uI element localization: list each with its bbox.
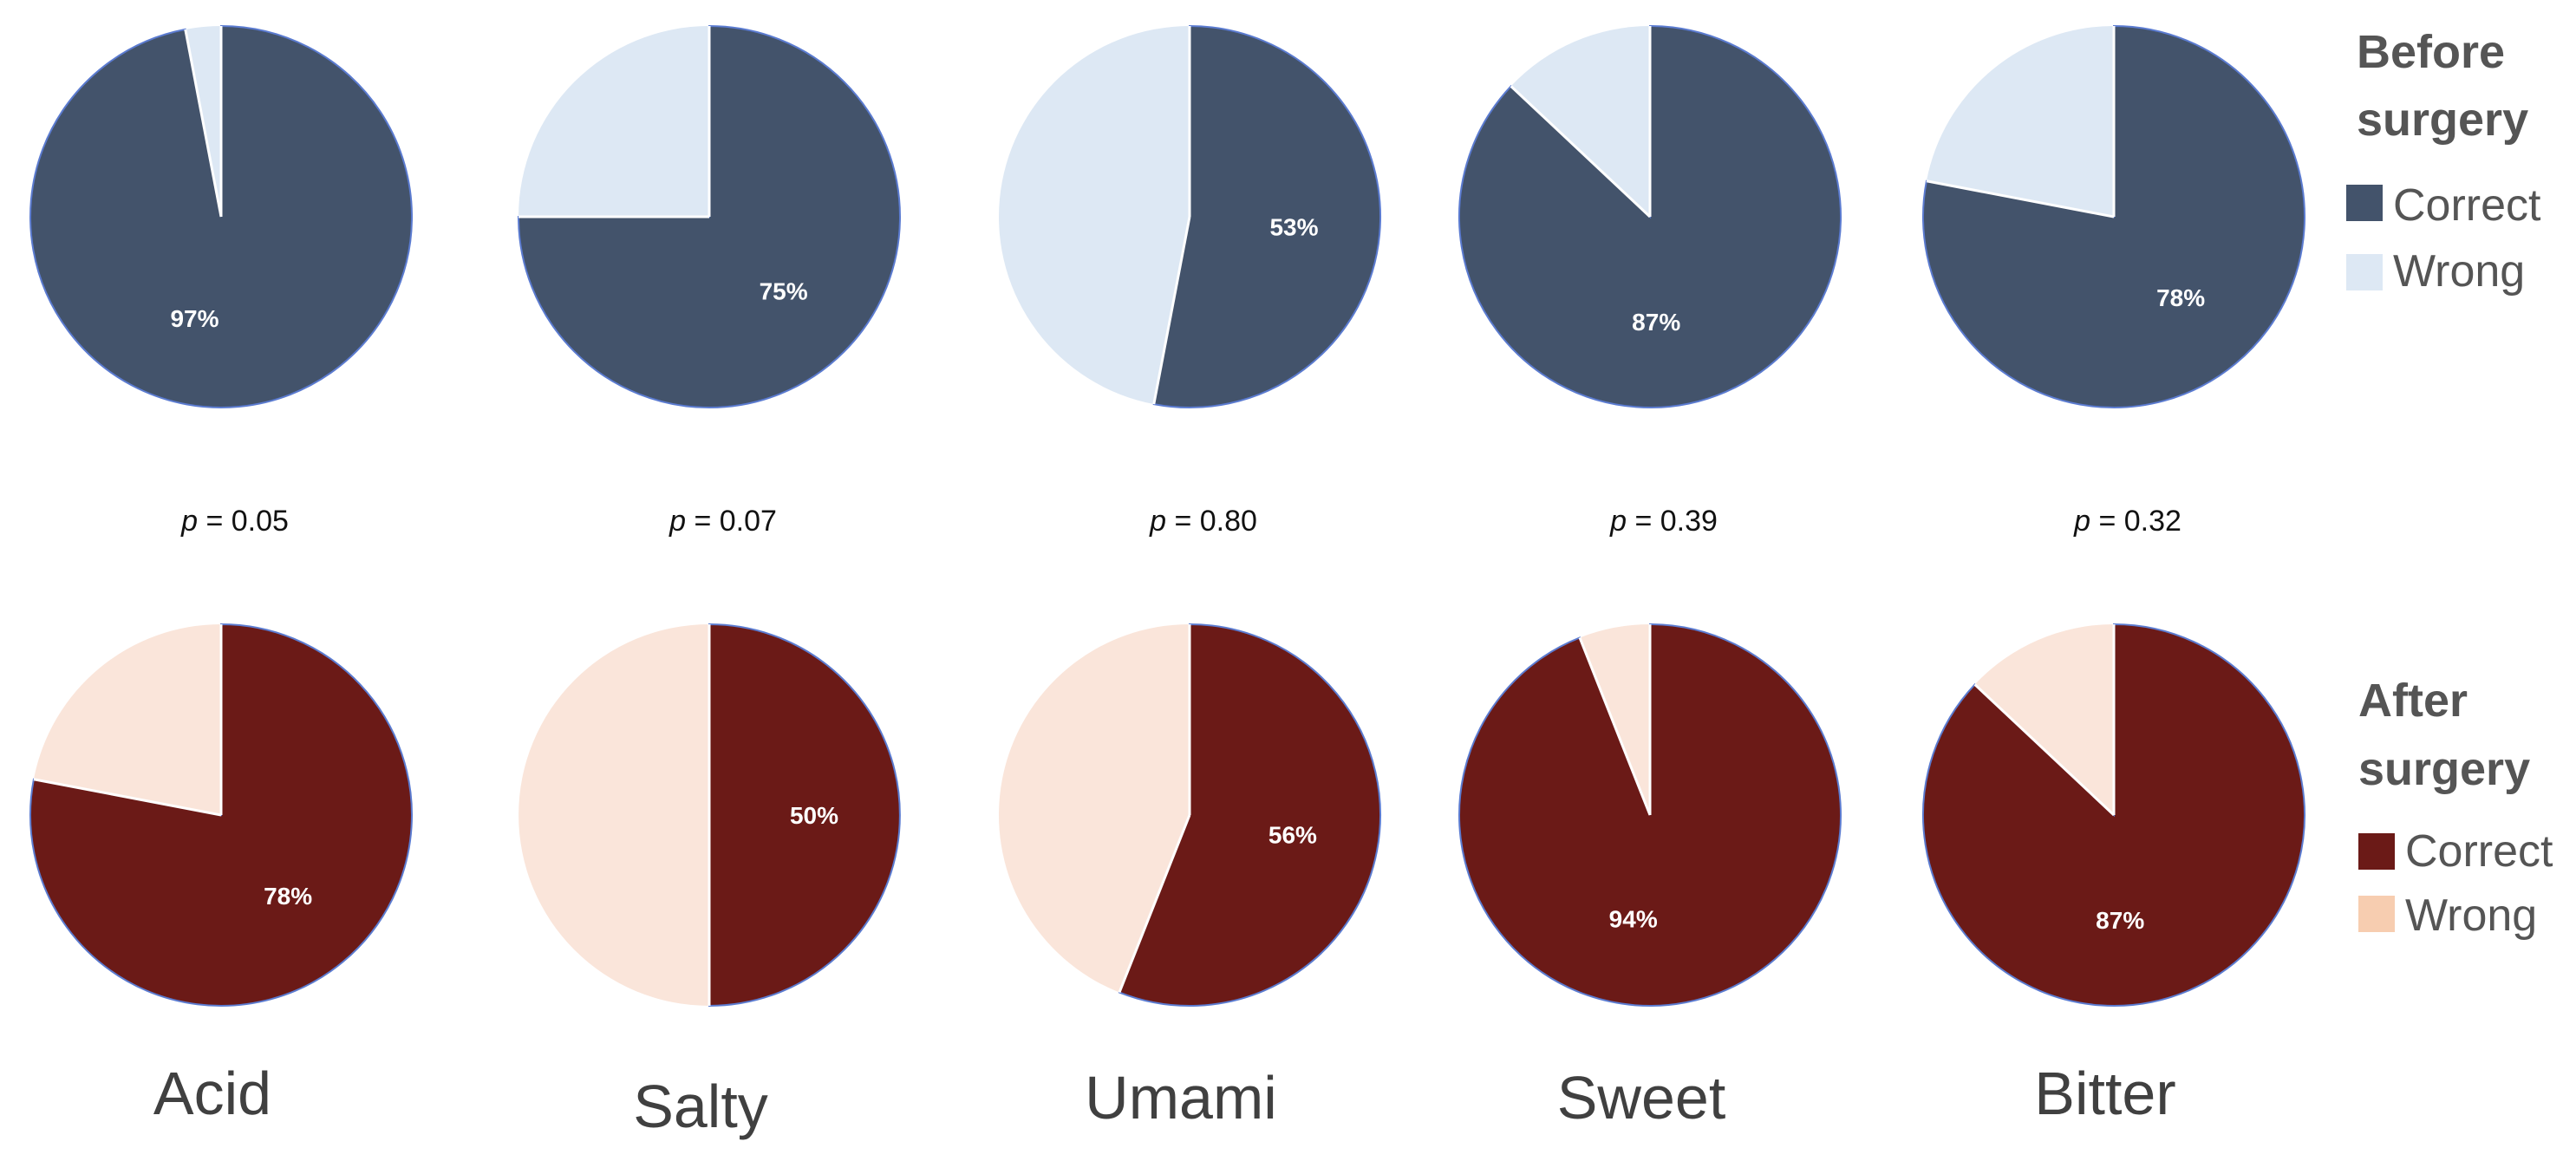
after-umami-wrong-slice xyxy=(998,624,1190,993)
legend-before-correct-label: Correct xyxy=(2393,180,2541,231)
after-acid-slice-divider-end xyxy=(33,778,222,817)
taste-label-sweet: Sweet xyxy=(1557,1064,1726,1132)
p-value-labels: p = 0.05 p = 0.07 p = 0.80 p = 0.39 p = 0.32 xyxy=(180,505,2181,538)
legend-before-wrong-label: Wrong xyxy=(2393,246,2525,297)
after-salty-wrong-slice xyxy=(518,624,709,1006)
before-salty-wrong-slice xyxy=(518,26,709,217)
before-umami-correct-slice xyxy=(1152,24,1381,408)
before-umami-wrong-slice xyxy=(999,26,1190,405)
before-acid-percent-label: 97% xyxy=(170,305,218,332)
before-bitter-slice-divider-end xyxy=(1926,179,2115,219)
legend-before-correct-swatch xyxy=(2346,185,2383,221)
p-value-umami: p = 0.80 xyxy=(1149,505,1257,538)
after-acid-wrong-slice xyxy=(33,624,222,815)
legend-after-correct-swatch xyxy=(2358,833,2395,870)
before-umami-percent-label: 53% xyxy=(1269,213,1318,240)
before-acid-slice-divider-end xyxy=(184,29,223,218)
legend-after-title-line1: After xyxy=(2358,675,2468,727)
p-value-acid: p = 0.05 xyxy=(180,505,289,538)
legend-after-correct-label: Correct xyxy=(2405,826,2553,877)
legend-before: Before surgery Correct Wrong xyxy=(2346,26,2541,297)
after-bitter-percent-label: 87% xyxy=(2096,907,2144,934)
legend-before-title-line2: surgery xyxy=(2357,94,2528,146)
before-bitter-percent-label: 78% xyxy=(2156,284,2205,311)
legend-after-wrong-label: Wrong xyxy=(2405,890,2537,941)
before-sweet-percent-label: 87% xyxy=(1632,309,1680,336)
after-acid-percent-label: 78% xyxy=(264,883,312,910)
after-bitter-wrong-slice xyxy=(1974,623,2114,815)
before-umami-slice-divider-end xyxy=(1152,216,1191,405)
taste-category-labels: Acid Salty Umami Sweet Bitter xyxy=(153,1060,2176,1140)
p-value-bitter: p = 0.32 xyxy=(2073,505,2181,538)
after-umami-slice-divider-end xyxy=(1118,814,1191,994)
after-salty-percent-label: 50% xyxy=(790,802,838,829)
legend-after-title-line2: surgery xyxy=(2358,743,2530,795)
taste-label-bitter: Bitter xyxy=(2034,1060,2175,1127)
legend-before-title-line1: Before xyxy=(2357,26,2505,78)
after-umami-correct-slice xyxy=(1118,623,1381,1007)
before-surgery-pies: 97% 75% 53% 87% 78% xyxy=(29,24,2305,408)
before-bitter-wrong-slice xyxy=(1926,26,2114,217)
before-sweet-wrong-slice xyxy=(1510,26,1650,217)
taste-label-acid: Acid xyxy=(153,1060,271,1127)
after-sweet-slice-divider-end xyxy=(1578,636,1652,816)
legend-after: After surgery Correct Wrong xyxy=(2358,675,2553,941)
after-surgery-pies: 78% 50% 56% 94% 87% xyxy=(29,623,2305,1008)
taste-label-umami: Umami xyxy=(1085,1064,1277,1132)
before-salty-percent-label: 75% xyxy=(760,278,808,305)
legend-after-wrong-swatch xyxy=(2358,896,2395,932)
taste-label-salty: Salty xyxy=(633,1073,768,1140)
after-sweet-percent-label: 94% xyxy=(1609,905,1658,932)
before-sweet-slice-divider-end xyxy=(1510,85,1652,219)
p-value-salty: p = 0.07 xyxy=(668,505,777,538)
after-umami-percent-label: 56% xyxy=(1268,822,1317,849)
legend-before-wrong-swatch xyxy=(2346,254,2383,290)
p-value-sweet: p = 0.39 xyxy=(1609,505,1718,538)
after-bitter-slice-divider-end xyxy=(1973,683,2116,817)
after-salty-correct-slice xyxy=(708,623,901,1008)
